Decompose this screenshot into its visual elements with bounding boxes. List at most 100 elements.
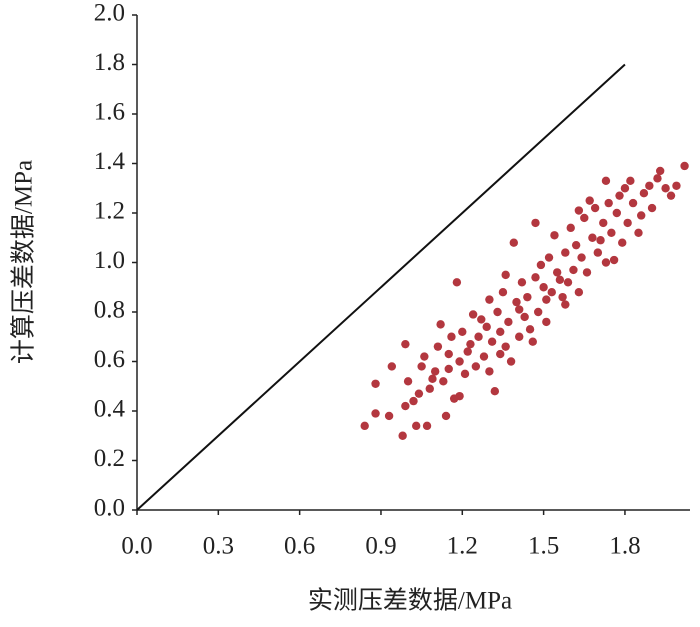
data-point — [501, 342, 510, 351]
data-point — [401, 401, 410, 411]
data-point — [542, 295, 551, 304]
data-point — [593, 248, 603, 257]
data-point — [561, 300, 570, 309]
data-point — [509, 238, 518, 247]
x-tick-label: 1.2 — [447, 533, 478, 560]
data-point — [409, 396, 418, 406]
reference-line — [136, 63, 626, 511]
data-point — [471, 362, 481, 371]
data-point — [569, 265, 578, 275]
y-tick-label: 0.2 — [94, 445, 125, 472]
data-point — [474, 332, 483, 341]
data-point — [552, 268, 562, 277]
data-point — [536, 260, 546, 270]
data-point — [436, 320, 445, 329]
data-point — [626, 176, 635, 186]
y-tick-label: 0.6 — [94, 346, 125, 373]
y-tick-label: 0.0 — [94, 495, 125, 522]
data-point — [599, 218, 608, 228]
data-point — [371, 409, 380, 418]
data-point — [449, 394, 459, 403]
data-point — [425, 384, 434, 393]
data-point — [490, 387, 500, 396]
y-tick-label: 2.0 — [94, 0, 125, 27]
data-point — [517, 278, 527, 287]
data-point — [661, 184, 670, 193]
y-axis-label: 计算压差数据/MPa — [10, 160, 38, 364]
data-point — [441, 411, 451, 421]
data-point — [504, 317, 513, 327]
data-point — [582, 268, 592, 277]
data-point — [512, 297, 521, 307]
data-point — [485, 295, 494, 304]
data-point — [566, 223, 575, 233]
data-point — [574, 206, 584, 215]
data-point — [447, 332, 456, 341]
y-tick-label: 0.4 — [94, 396, 126, 423]
data-point — [515, 332, 524, 341]
data-point — [493, 307, 502, 317]
data-point — [439, 377, 448, 386]
data-point — [371, 379, 380, 388]
y-tick-label: 1.4 — [94, 148, 126, 175]
x-tick-label: 0.6 — [284, 533, 315, 560]
x-tick-label: 0.0 — [121, 533, 152, 560]
data-point — [577, 253, 586, 262]
data-point — [639, 189, 649, 198]
data-point — [612, 208, 622, 218]
data-point — [544, 253, 554, 262]
data-point — [645, 181, 654, 190]
data-point — [420, 352, 429, 361]
data-point — [387, 362, 397, 371]
data-point — [506, 357, 516, 366]
data-point — [487, 337, 497, 346]
data-point — [482, 322, 491, 332]
data-point — [680, 161, 689, 171]
data-point — [452, 278, 462, 287]
data-point — [653, 174, 662, 183]
data-point — [501, 270, 510, 280]
x-tick-label: 1.8 — [609, 533, 640, 560]
x-axis-label: 实测压差数据/MPa — [308, 587, 512, 615]
y-tick-label: 1.0 — [94, 247, 125, 274]
data-point — [401, 339, 410, 349]
data-point — [531, 273, 540, 282]
data-point — [620, 184, 630, 193]
data-point — [479, 352, 489, 361]
data-point — [398, 431, 407, 440]
data-point — [460, 369, 470, 379]
data-point — [528, 337, 537, 346]
data-point — [571, 240, 581, 250]
data-point — [596, 236, 605, 245]
data-point — [539, 283, 548, 292]
data-point — [414, 389, 424, 398]
data-point — [463, 347, 472, 356]
data-point — [550, 231, 559, 240]
data-point — [533, 307, 543, 317]
data-point — [417, 362, 426, 371]
data-point — [555, 275, 565, 285]
data-point — [628, 198, 638, 208]
data-point — [444, 364, 453, 374]
data-point — [455, 357, 464, 366]
data-point — [384, 411, 394, 421]
data-point — [433, 342, 443, 351]
data-point — [672, 181, 681, 190]
data-point — [525, 325, 535, 334]
y-tick-label: 0.8 — [94, 297, 125, 324]
data-point — [634, 228, 643, 237]
data-point — [523, 292, 532, 302]
data-point — [607, 228, 616, 237]
data-point — [430, 367, 440, 376]
data-point — [618, 238, 627, 247]
x-tick-label: 0.9 — [365, 533, 396, 560]
data-point — [412, 421, 421, 431]
data-point — [609, 255, 619, 265]
data-point — [558, 292, 567, 302]
data-point — [637, 211, 646, 220]
y-tick-label: 1.8 — [94, 49, 125, 76]
data-point — [604, 198, 613, 208]
y-tick-label: 1.2 — [94, 198, 125, 225]
x-tick-label: 1.5 — [528, 533, 559, 560]
